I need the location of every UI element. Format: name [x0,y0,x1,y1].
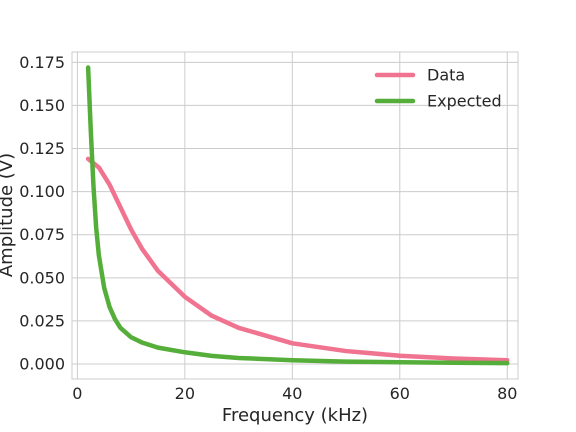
x-tick-label: 0 [72,384,82,403]
series-line-expected [85,65,510,366]
y-axis-label: Amplitude (V) [0,153,17,277]
plot-area [71,51,519,380]
y-tick-label: 0.150 [19,96,65,115]
x-tick-label: 40 [282,384,302,403]
y-tick-label: 0.025 [19,311,65,330]
y-tick-label: 0.075 [19,225,65,244]
y-tick-label: 0.175 [19,53,65,72]
legend: Data Expected [374,66,502,111]
legend-label: Data [427,66,465,85]
series-layer [85,65,510,366]
y-tick-label: 0.000 [19,355,65,374]
legend-label: Expected [427,92,502,111]
x-tick-label: 60 [390,384,410,403]
x-axis-label: Frequency (kHz) [222,405,368,426]
series-line-data [85,156,510,363]
y-tick-label: 0.050 [19,268,65,287]
y-tick-label: 0.125 [19,139,65,158]
y-tick-label: 0.100 [19,182,65,201]
y-axis-ticks: 0.000 0.025 0.050 0.075 0.100 0.125 0.150 0.175 [19,53,65,374]
x-tick-label: 80 [497,384,517,403]
x-axis-ticks: 0 20 40 60 80 [72,384,517,403]
x-tick-label: 20 [175,384,195,403]
